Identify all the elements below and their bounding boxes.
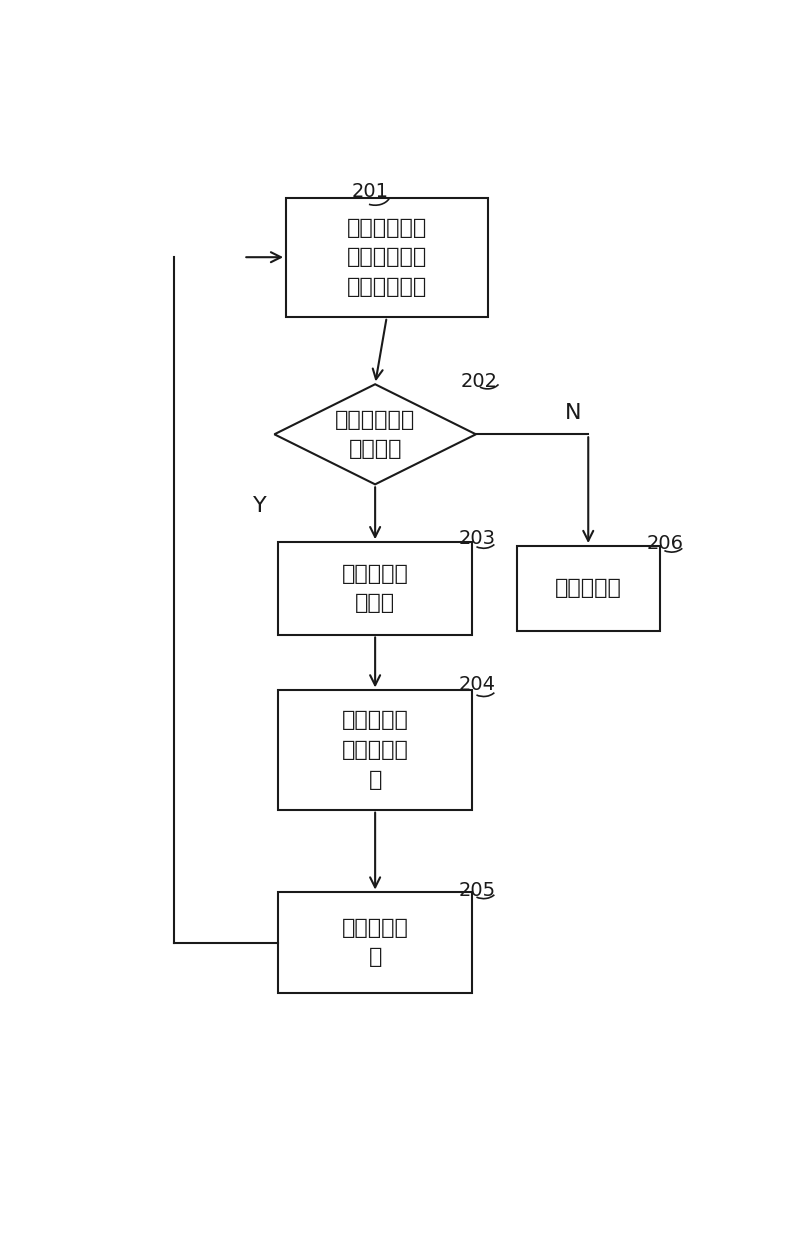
Text: 203: 203 bbox=[459, 529, 496, 548]
Text: 限油喷气比
率计算: 限油喷气比 率计算 bbox=[342, 564, 409, 613]
Text: 201: 201 bbox=[352, 182, 389, 202]
Text: N: N bbox=[565, 402, 582, 423]
Text: 204: 204 bbox=[459, 675, 496, 693]
Bar bbox=[286, 198, 487, 317]
Text: Y: Y bbox=[253, 496, 266, 515]
Bar bbox=[517, 547, 660, 631]
Bar bbox=[278, 893, 472, 992]
Text: 油气掺烧实
施: 油气掺烧实 施 bbox=[342, 918, 409, 967]
Text: 纯柴油工作: 纯柴油工作 bbox=[555, 578, 622, 599]
Text: 柴油燃烧到
油气燃烧过
渡: 柴油燃烧到 油气燃烧过 渡 bbox=[342, 711, 409, 789]
Text: 205: 205 bbox=[459, 880, 496, 900]
Text: 柴油喷嘴状态
信息和其他传
感器信息采集: 柴油喷嘴状态 信息和其他传 感器信息采集 bbox=[346, 218, 427, 296]
Bar bbox=[278, 542, 472, 635]
Text: 206: 206 bbox=[646, 534, 683, 553]
Text: 202: 202 bbox=[460, 372, 498, 391]
Bar bbox=[278, 690, 472, 809]
Polygon shape bbox=[274, 385, 476, 484]
Text: 判断是否满足
掺烧工况: 判断是否满足 掺烧工况 bbox=[335, 410, 415, 459]
